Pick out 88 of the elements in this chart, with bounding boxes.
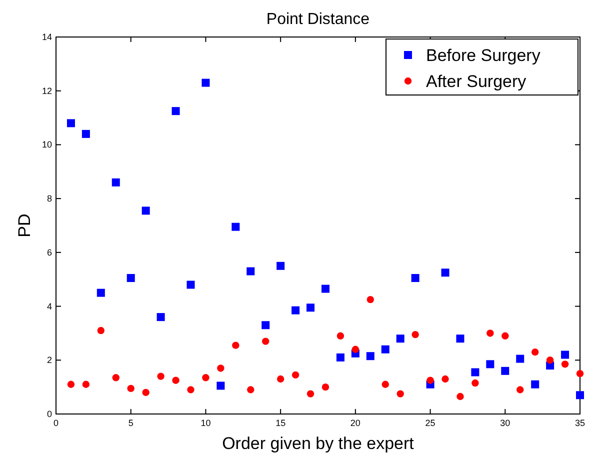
point <box>112 374 120 382</box>
x-tick-label: 0 <box>53 418 59 428</box>
y-tick-label: 10 <box>42 140 52 150</box>
point <box>501 366 510 375</box>
x-tick-label: 10 <box>200 418 211 428</box>
point <box>262 338 270 345</box>
point <box>67 380 75 388</box>
point <box>381 345 390 354</box>
point <box>456 334 464 343</box>
point <box>232 342 240 349</box>
point <box>382 380 389 388</box>
point <box>322 383 330 391</box>
chart-title: Point Distance <box>266 11 370 28</box>
point <box>217 364 224 372</box>
point <box>142 388 150 396</box>
point <box>157 372 164 380</box>
y-tick-label: 12 <box>42 86 52 96</box>
y-axis-title: PD <box>15 214 34 238</box>
point <box>352 346 360 353</box>
point <box>426 376 434 384</box>
point <box>306 390 314 398</box>
point <box>576 391 584 400</box>
point <box>142 206 150 215</box>
y-tick-label: 4 <box>46 301 52 312</box>
point <box>202 374 210 382</box>
point <box>396 334 404 343</box>
point <box>82 130 90 138</box>
x-tick-label: 20 <box>350 418 360 428</box>
point <box>486 360 494 368</box>
point <box>561 360 569 368</box>
point <box>156 313 165 322</box>
y-tick-label: 6 <box>46 247 52 258</box>
point <box>366 296 374 304</box>
point <box>306 304 315 312</box>
point <box>187 386 194 394</box>
point <box>66 119 75 128</box>
legend-label: After Surgery <box>426 72 527 91</box>
point <box>516 386 524 394</box>
point <box>336 353 344 362</box>
y-tick-label: 14 <box>42 32 52 42</box>
point <box>127 384 134 392</box>
point <box>471 368 480 376</box>
point <box>202 78 210 87</box>
point <box>456 392 464 400</box>
point <box>247 386 254 394</box>
point <box>321 284 330 293</box>
point <box>531 348 539 356</box>
point <box>546 356 554 364</box>
point <box>126 274 135 282</box>
point <box>502 332 509 340</box>
x-tick-label: 5 <box>128 418 134 428</box>
legend-label: Before Surgery <box>426 46 541 65</box>
y-tick-label: 2 <box>46 355 52 366</box>
point <box>292 306 300 314</box>
point <box>276 262 285 270</box>
x-tick-label: 25 <box>425 418 436 428</box>
point <box>576 370 584 378</box>
y-tick-label: 0 <box>46 409 52 419</box>
point <box>442 375 449 383</box>
point <box>412 330 419 338</box>
point <box>336 332 344 340</box>
x-tick-label: 35 <box>574 418 586 428</box>
point <box>246 267 255 276</box>
point <box>172 107 180 116</box>
point <box>186 280 195 289</box>
point <box>561 350 570 359</box>
point <box>82 380 90 388</box>
point <box>172 376 180 384</box>
point <box>276 375 284 383</box>
point <box>441 268 450 277</box>
point <box>262 321 270 330</box>
point <box>97 326 105 334</box>
point <box>232 222 240 231</box>
point <box>292 371 300 379</box>
point <box>486 330 494 337</box>
point <box>516 354 524 363</box>
point <box>411 274 420 282</box>
x-tick-label: 15 <box>276 418 286 428</box>
point <box>396 390 404 398</box>
point <box>531 380 540 388</box>
x-axis-title: Order given by the expert <box>222 434 414 453</box>
point <box>366 352 374 360</box>
point <box>112 178 120 186</box>
x-tick-label: 30 <box>500 418 510 428</box>
point <box>96 288 105 297</box>
point <box>216 382 225 390</box>
y-tick-label: 8 <box>46 194 52 204</box>
point <box>472 379 479 387</box>
